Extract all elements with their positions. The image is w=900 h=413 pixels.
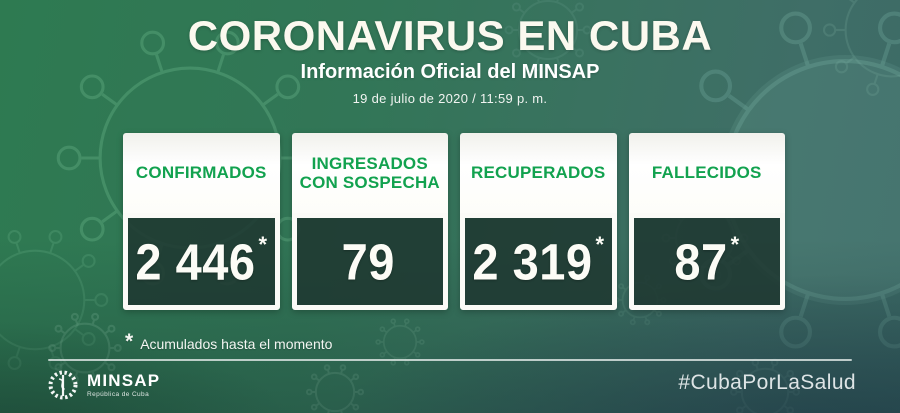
campaign-hashtag: #CubaPorLaSalud [678, 371, 856, 394]
stat-value-box: 79 [291, 213, 448, 310]
report-date: 19 de julio de 2020 / 11:59 p. m. [352, 91, 548, 106]
stat-value-box: 2 319 * [460, 213, 617, 310]
stat-label: CONFIRMADOS [123, 133, 280, 213]
ministry-subtitle: República de Cuba [87, 391, 150, 398]
page-title: CORONAVIRUS EN CUBA [187, 12, 713, 59]
stat-value-box: 87 * [628, 213, 785, 310]
stat-value: 79 [341, 232, 395, 291]
page-subtitle: Información Oficial del MINSAP [300, 61, 600, 83]
footnote-asterisk: * [125, 330, 134, 353]
stat-card-fallecidos: FALLECIDOS 87 * [628, 133, 785, 310]
stat-card-recuperados: RECUPERADOS 2 319 * [460, 133, 617, 310]
footnote: * Acumulados hasta el momento [125, 330, 333, 353]
footer-divider [48, 359, 852, 361]
ministry-name: MINSAP [87, 371, 161, 390]
minsap-emblem-icon [48, 370, 78, 400]
stat-value-box: 2 446 * [123, 213, 280, 310]
footnote-text: Acumulados hasta el momento [140, 336, 333, 352]
stat-value: 87 [674, 232, 728, 291]
stat-cards-row: CONFIRMADOS 2 446 * INGRESADOS CON SOSPE… [123, 133, 785, 310]
stat-label: RECUPERADOS [460, 133, 617, 213]
stat-card-ingresados: INGRESADOS CON SOSPECHA 79 [291, 133, 448, 310]
stat-value: 2 446 [135, 232, 256, 291]
header: CORONAVIRUS EN CUBA Información Oficial … [0, 12, 900, 107]
stat-label: INGRESADOS CON SOSPECHA [291, 133, 448, 213]
stat-value: 2 319 [472, 232, 593, 291]
stat-label: FALLECIDOS [628, 133, 785, 213]
stat-card-confirmados: CONFIRMADOS 2 446 * [123, 133, 280, 310]
minsap-logo: MINSAP República de Cuba [47, 367, 160, 403]
